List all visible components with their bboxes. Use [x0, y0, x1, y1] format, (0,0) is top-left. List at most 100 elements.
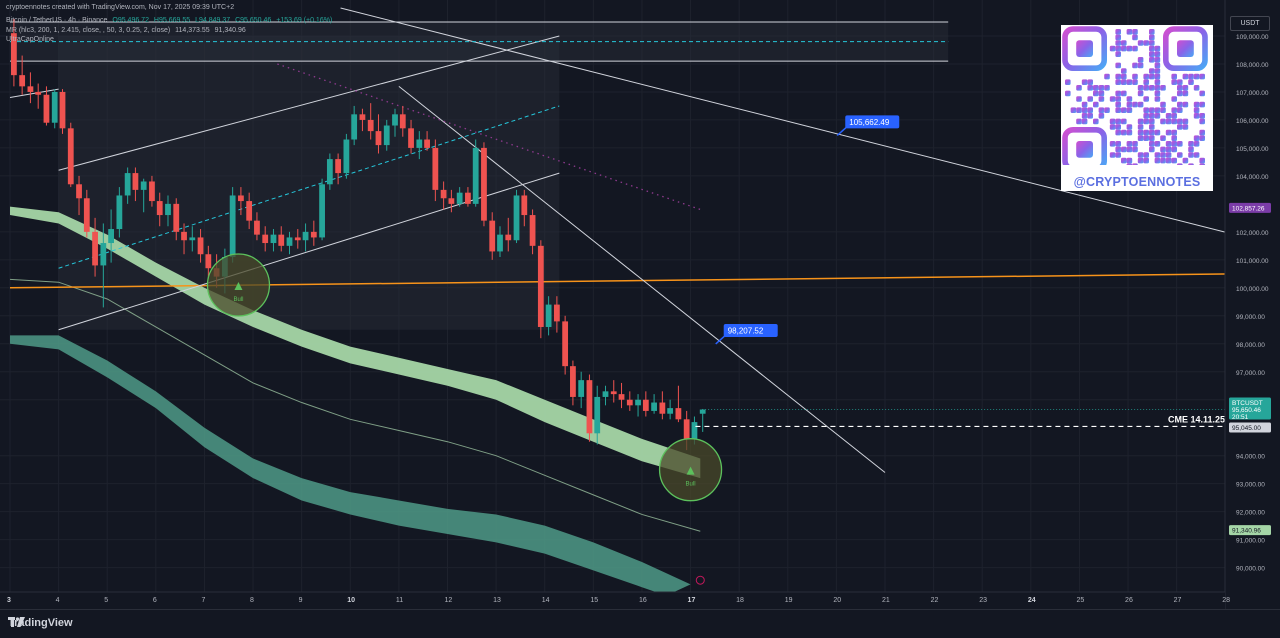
qr-module — [1115, 45, 1121, 52]
qr-module — [1121, 118, 1127, 125]
candle-body — [165, 203, 171, 216]
callout-pointer — [715, 335, 726, 345]
y-tick-label: 90,000.00 — [1236, 566, 1265, 573]
x-tick-label: 26 — [1125, 597, 1133, 604]
channel-top — [58, 35, 560, 171]
upper-left-short — [9, 88, 59, 99]
qr-module — [1149, 124, 1155, 130]
qr-module — [1160, 152, 1166, 158]
qr-module — [1087, 85, 1093, 91]
y-tick-label: 107,000.00 — [1236, 90, 1269, 97]
callout-text: 105,662.49 — [849, 118, 890, 127]
qr-module — [1115, 73, 1121, 80]
price-label-box — [1229, 202, 1271, 213]
qr-module — [1132, 141, 1138, 147]
qr-module — [1132, 62, 1138, 69]
ohlc-high: H95,669.55 — [153, 17, 191, 24]
axis-currency-button[interactable]: USDT — [1230, 16, 1270, 31]
candle-body — [586, 380, 593, 434]
qr-module — [1177, 124, 1183, 130]
qr-module — [1149, 118, 1155, 125]
indicator-legend-2[interactable]: UltraCapOnline — [6, 36, 54, 43]
qr-module — [1154, 152, 1161, 158]
qr-module — [1171, 135, 1177, 141]
candle-body — [335, 159, 342, 174]
candle-body — [286, 237, 293, 246]
candle-body — [351, 114, 358, 140]
y-tick-label: 104,000.00 — [1236, 174, 1269, 181]
indicator-value-lower: 91,340.96 — [214, 27, 246, 34]
qr-module — [1115, 141, 1121, 147]
qr-module — [1137, 62, 1144, 69]
candle-body — [683, 419, 690, 439]
qr-module — [1149, 57, 1155, 63]
y-tick-label: 105,000.00 — [1236, 146, 1269, 153]
qr-module — [1109, 96, 1116, 102]
qr-module — [1132, 29, 1138, 35]
x-tick-label: 28 — [1222, 597, 1230, 604]
bull-signal-text: Bull — [686, 482, 696, 488]
x-tick-label: 15 — [590, 597, 598, 604]
qr-module — [1076, 107, 1082, 113]
candle-body — [229, 195, 236, 258]
qr-module — [1188, 73, 1194, 80]
candle-body — [254, 220, 260, 235]
qr-module — [1182, 124, 1189, 130]
price-axis-bg — [1225, 0, 1280, 610]
indicator-legend[interactable]: MR (hlc3, 200, 1, 2.415, close, , 50, 3,… — [6, 27, 249, 34]
qr-module — [1132, 73, 1138, 80]
qr-module — [1177, 152, 1183, 158]
qr-module — [1149, 107, 1155, 113]
candle-body — [76, 184, 82, 199]
qr-module — [1093, 101, 1099, 108]
qr-module — [1171, 107, 1177, 113]
candle-body — [432, 147, 439, 190]
y-tick-label: 101,000.00 — [1236, 258, 1269, 265]
candle-body — [92, 231, 98, 266]
tradingview-logo[interactable]: TradingView — [8, 617, 73, 629]
symbol-info: Bitcoin / TetherUS · 4h · Binance O95,49… — [6, 17, 335, 24]
qr-module — [1177, 85, 1183, 91]
candle-body — [181, 231, 187, 241]
qr-module — [1182, 118, 1189, 125]
qr-module — [1149, 51, 1155, 57]
qr-module — [1199, 129, 1205, 136]
x-tick-label: 27 — [1174, 597, 1182, 604]
qr-module — [1171, 157, 1177, 164]
qr-module — [1171, 96, 1177, 102]
qr-module — [1109, 124, 1116, 130]
price-label-text: BTCUSDT — [1232, 400, 1263, 407]
price-label-text: 102,857.26 — [1232, 205, 1265, 212]
symbol-name[interactable]: Bitcoin / TetherUS · 4h · Binance — [6, 17, 108, 24]
qr-module — [1160, 101, 1166, 108]
candle-body — [537, 245, 544, 327]
qr-code-logo: @CRYPTOENNOTES — [1061, 25, 1213, 191]
qr-module — [1154, 90, 1161, 97]
qr-module — [1154, 85, 1161, 91]
qr-module — [1115, 146, 1121, 153]
qr-module — [1137, 129, 1144, 136]
qr-module — [1104, 107, 1110, 113]
qr-module — [1115, 34, 1121, 41]
qr-module — [1087, 107, 1093, 113]
qr-module — [1121, 45, 1127, 52]
qr-module — [1076, 96, 1082, 102]
qr-module — [1171, 113, 1177, 119]
qr-module — [1171, 129, 1177, 136]
qr-module — [1137, 124, 1144, 130]
candle-body — [156, 201, 163, 216]
qr-module — [1182, 101, 1189, 108]
qr-module — [1137, 152, 1144, 158]
qr-module — [1121, 129, 1127, 136]
qr-module — [1132, 79, 1138, 85]
qr-module — [1087, 96, 1093, 102]
qr-module — [1126, 146, 1133, 153]
qr-module — [1137, 85, 1144, 91]
x-tick-label: 24 — [1028, 597, 1036, 604]
x-tick-label: 16 — [639, 597, 647, 604]
qr-module — [1149, 113, 1155, 119]
y-tick-label: 91,000.00 — [1236, 538, 1265, 545]
candle-body — [205, 254, 212, 269]
